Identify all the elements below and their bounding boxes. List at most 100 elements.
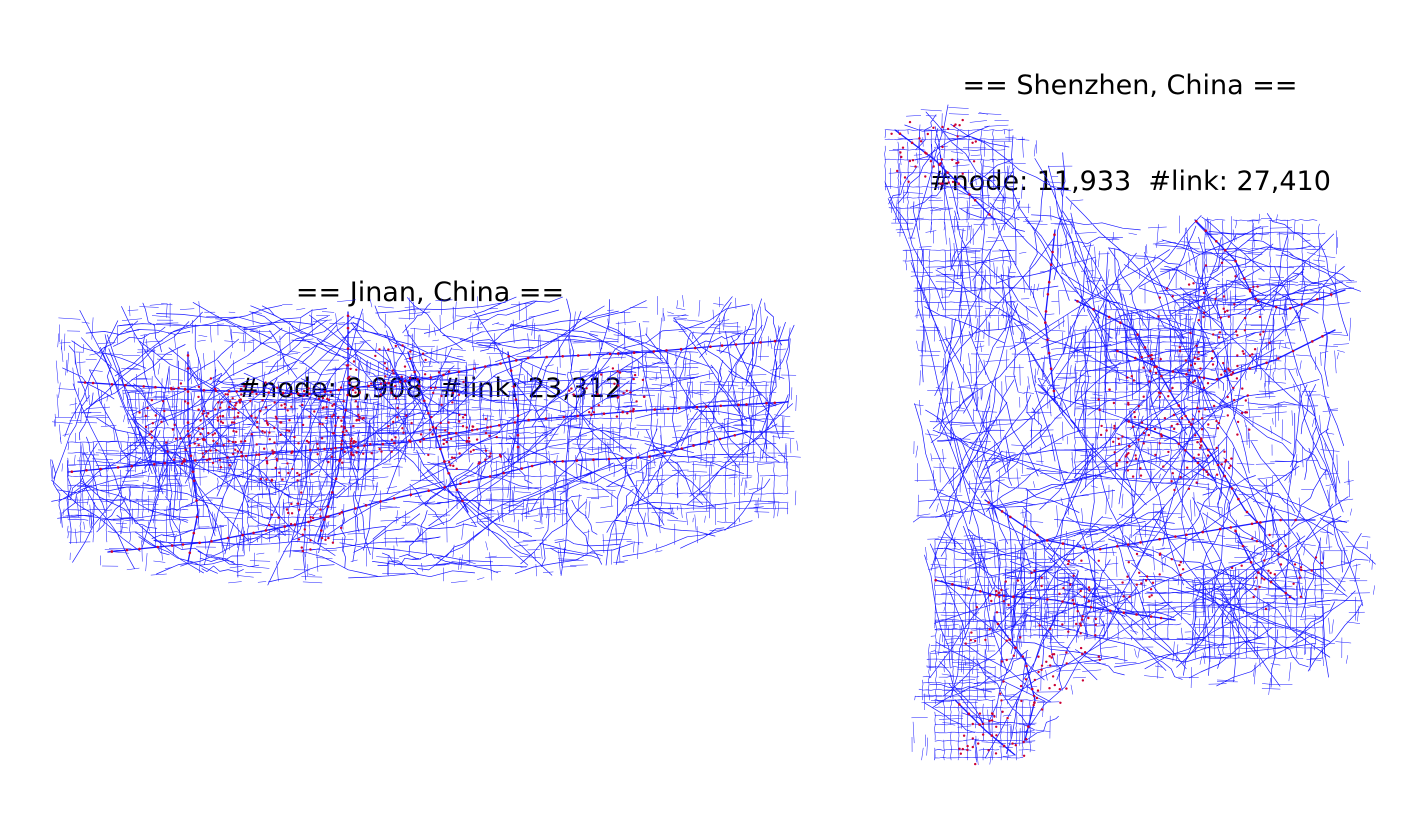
signal-node [924,175,927,178]
signal-node [277,516,280,519]
signal-node [325,405,328,409]
signal-node [1159,357,1162,361]
signal-node [1019,684,1023,688]
signal-node [908,159,912,163]
signal-node [1243,277,1246,280]
signal-node [319,508,322,511]
signal-node [256,426,259,429]
signal-node [264,529,268,532]
signal-node [307,520,310,524]
signal-node [516,445,520,449]
signal-node [899,151,902,154]
signal-node [1229,526,1233,529]
signal-node [331,541,335,544]
signal-node [183,459,186,463]
signal-node [1046,598,1049,601]
signal-node [1236,433,1239,436]
signal-node [461,499,464,503]
signal-node [1236,364,1239,368]
signal-node [174,437,178,440]
signal-node [946,127,950,131]
signal-node [1264,607,1268,611]
signal-node [1269,580,1273,584]
signal-node [1315,298,1319,301]
signal-node [437,371,441,374]
signal-node [419,433,423,436]
signal-node [318,422,321,426]
signal-node [1012,654,1015,657]
signal-node [984,638,987,642]
signal-node [327,460,330,464]
signal-node [396,416,399,419]
signal-node [939,182,942,185]
signal-node [1050,656,1053,659]
signal-node [1253,348,1257,351]
signal-node [704,405,708,408]
signal-node [1097,655,1100,658]
signal-node [1186,466,1189,469]
signal-node [274,466,277,470]
signal-node [239,398,242,401]
signal-node [154,414,157,417]
signal-node [1223,310,1227,313]
signal-node [284,406,287,409]
signal-node [1202,311,1206,314]
signal-node [588,353,591,357]
signal-node [1132,379,1136,382]
signal-node [266,421,269,425]
signal-node [1178,346,1181,349]
signal-node [1200,417,1204,420]
signal-node [1202,468,1205,471]
signal-node [1153,365,1156,369]
signal-node [427,453,430,457]
signal-node [1236,334,1239,337]
signal-node [530,464,534,468]
signal-node [1193,362,1197,365]
signal-node [449,437,453,441]
signal-node [222,444,225,447]
signal-node [1154,371,1158,375]
signal-node [448,460,451,464]
signal-node [296,471,299,475]
signal-node [957,182,960,185]
signal-node [183,387,187,391]
signal-node [124,383,127,387]
signal-node [1223,450,1226,453]
signal-node [1294,518,1297,522]
signal-node [908,120,912,124]
signal-node [1255,576,1258,579]
signal-node [718,437,722,441]
signal-node [443,438,446,441]
signal-node [981,733,985,736]
signal-node [1185,533,1188,537]
signal-node [1012,595,1015,599]
signal-node [545,355,548,359]
signal-node [1168,389,1171,393]
signal-node [575,459,579,462]
signal-node [273,441,276,444]
signal-node [1005,639,1008,642]
signal-node [1004,580,1007,583]
signal-node [263,447,266,450]
signal-node [1130,375,1133,378]
signal-node [265,419,268,423]
signal-node [192,479,196,482]
signal-node [1214,297,1217,301]
signal-node [401,344,404,347]
signal-node [470,428,474,432]
shenzhen-arterial-1 [1074,299,1266,531]
signal-node [259,409,262,413]
signal-node [773,339,777,343]
signal-node [231,397,234,400]
signal-node [1190,423,1193,426]
signal-node [665,349,668,352]
signal-node [1192,456,1196,459]
signal-node [641,378,645,382]
signal-node [1299,595,1303,598]
signal-node [1222,307,1225,310]
signal-node [83,381,87,384]
signal-node [290,512,294,515]
shenzhen-arterial-3 [984,499,1316,551]
signal-node [385,367,389,370]
signal-node [1036,689,1040,692]
